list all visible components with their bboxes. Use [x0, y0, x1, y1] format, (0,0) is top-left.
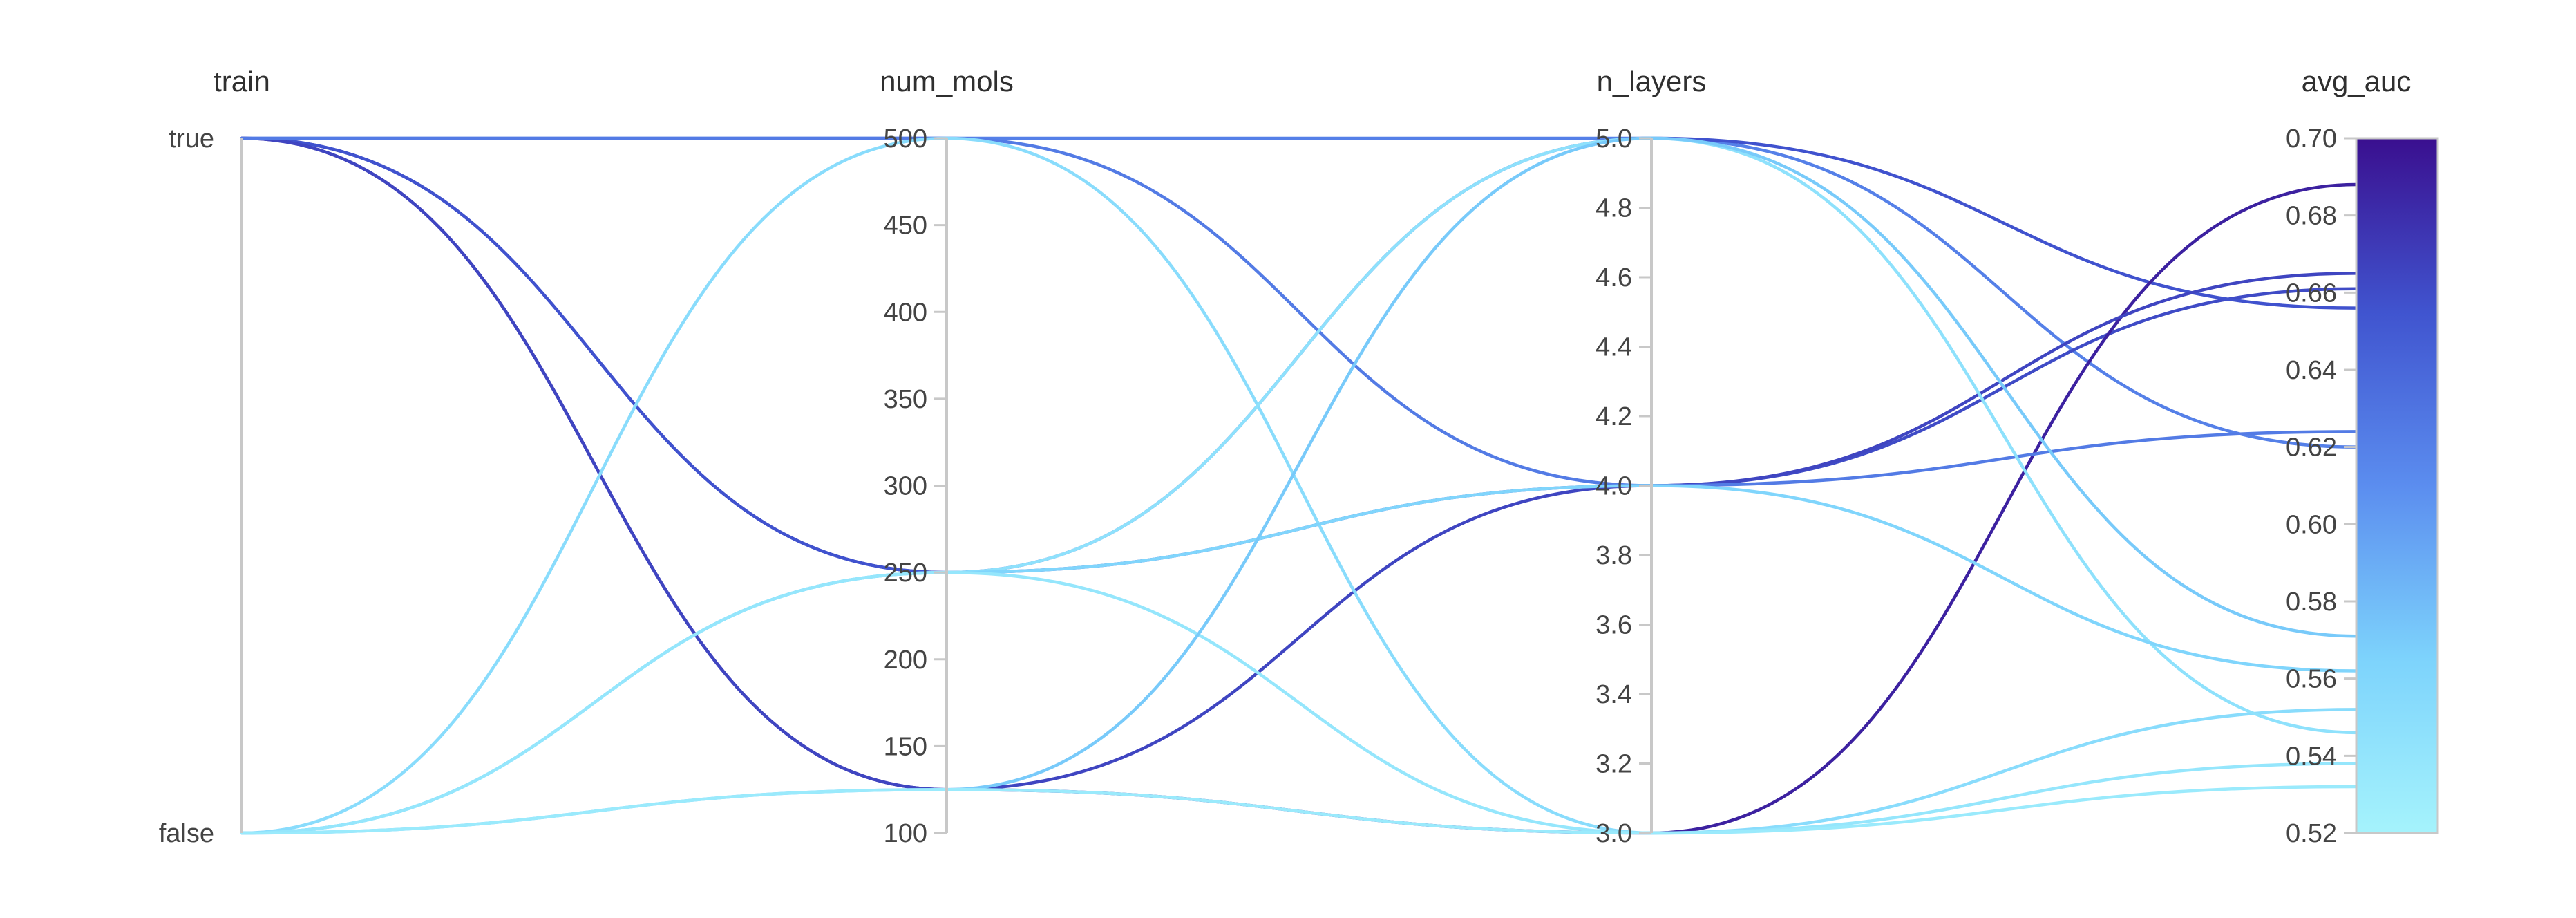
- axis-title: train: [214, 65, 270, 97]
- tick-label: 4.2: [1595, 402, 1632, 431]
- tick-label: true: [169, 124, 214, 153]
- tick-label: 0.60: [2286, 510, 2337, 539]
- colorbar: [2355, 137, 2439, 834]
- tick-label: 0.68: [2286, 202, 2337, 231]
- data-line-10[interactable]: [240, 570, 2358, 835]
- tick-label: false: [159, 819, 214, 848]
- tick-label: 4.0: [1595, 472, 1632, 501]
- tick-label: 0.58: [2286, 588, 2337, 617]
- tick-label: 4.6: [1595, 263, 1632, 292]
- tick-label: 0.54: [2286, 742, 2337, 771]
- data-line-9[interactable]: [240, 484, 2358, 835]
- tick-label: 350: [884, 385, 927, 414]
- axis-title: n_layers: [1597, 65, 1707, 97]
- data-line-path[interactable]: [240, 136, 2358, 487]
- tick-label: 4.8: [1595, 194, 1632, 223]
- axis-avg_auc: avg_auc 0.52 0.54 0.56 0.58 0.60 0.62 0.64 0.66 0…: [2286, 65, 2411, 848]
- tick-label: 500: [884, 124, 927, 153]
- tick-label: 400: [884, 298, 927, 327]
- tick-label: 3.6: [1595, 611, 1632, 640]
- tick-label: 0.70: [2286, 124, 2337, 153]
- axis-n_layers: n_layers 3.0 3.2 3.4 3.6 3.8 4.0 4.2 4.4 4.6 4.8 5.…: [1595, 65, 1706, 848]
- axis-title: num_mols: [880, 65, 1014, 97]
- tick-label: 3.0: [1595, 819, 1632, 848]
- tick-label: 0.64: [2286, 356, 2337, 385]
- tick-label: 300: [884, 472, 927, 501]
- tick-label: 4.4: [1595, 333, 1632, 362]
- data-line-7[interactable]: [240, 136, 2358, 835]
- tick-label: 250: [884, 559, 927, 588]
- tick-label: 150: [884, 732, 927, 761]
- tick-label: 0.52: [2286, 819, 2337, 848]
- data-line-path[interactable]: [240, 136, 2358, 835]
- tick-label: 3.4: [1595, 680, 1632, 709]
- data-line-6[interactable]: [240, 136, 2358, 487]
- tick-label: 100: [884, 819, 927, 848]
- tick-label: 0.62: [2286, 433, 2337, 462]
- tick-label: 5.0: [1595, 124, 1632, 153]
- tick-label: 200: [884, 646, 927, 675]
- data-line-path[interactable]: [240, 570, 2358, 835]
- data-line-12[interactable]: [240, 785, 2358, 835]
- tick-label: 0.56: [2286, 665, 2337, 694]
- axis-title: avg_auc: [2302, 65, 2412, 97]
- tick-label: 3.8: [1595, 541, 1632, 570]
- data-line-path[interactable]: [240, 785, 2358, 835]
- data-line-path[interactable]: [240, 484, 2358, 835]
- tick-label: 3.2: [1595, 750, 1632, 779]
- tick-label: 0.66: [2286, 279, 2337, 308]
- tick-label: 450: [884, 212, 927, 241]
- axis-num_mols: num_mols 100 150 200 250 300 350 400 450 500: [880, 65, 1014, 848]
- data-lines: [240, 136, 2358, 835]
